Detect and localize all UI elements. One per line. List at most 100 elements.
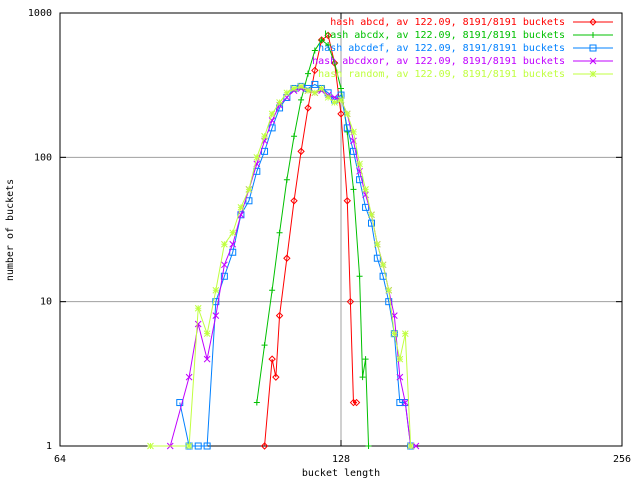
marker-shape (356, 160, 363, 168)
marker-shape (212, 298, 220, 306)
data-point (407, 442, 415, 450)
marker-shape (268, 355, 276, 363)
marker-shape (290, 197, 298, 205)
marker-shape (185, 442, 193, 450)
data-point (359, 374, 366, 381)
data-point (356, 273, 363, 280)
marker-shape (589, 57, 597, 65)
data-point (349, 147, 357, 155)
marker-shape (337, 110, 345, 118)
data-point (212, 298, 220, 306)
data-point (589, 44, 597, 52)
data-point (350, 128, 357, 136)
marker-shape (318, 37, 325, 44)
data-point (276, 99, 283, 106)
plot-frame (59, 12, 623, 447)
marker-shape (590, 32, 596, 38)
data-point (194, 320, 202, 328)
data-point (212, 286, 220, 294)
marker-shape (349, 147, 357, 155)
marker-shape (401, 330, 409, 338)
data-point (305, 70, 312, 77)
marker-shape (331, 94, 338, 101)
data-point (269, 287, 276, 294)
marker-shape (245, 186, 253, 193)
marker-shape (331, 60, 338, 67)
marker-shape (367, 219, 375, 227)
marker-shape (203, 442, 211, 450)
marker-shape (350, 128, 357, 136)
data-point (590, 32, 596, 38)
marker-shape (290, 85, 298, 92)
data-point (194, 304, 202, 312)
marker-shape (311, 89, 319, 97)
data-point (298, 96, 305, 103)
marker-shape (338, 85, 344, 92)
data-point (325, 42, 332, 49)
data-point (304, 87, 312, 94)
marker-shape (589, 70, 597, 78)
series-line (179, 83, 412, 447)
marker-shape (352, 398, 361, 407)
marker-shape (311, 66, 319, 75)
data-point (221, 261, 228, 269)
data-point (356, 160, 363, 168)
data-point (245, 197, 253, 205)
data-point (318, 85, 325, 92)
marker-shape (324, 94, 332, 101)
marker-shape (253, 399, 260, 406)
data-point (261, 132, 268, 140)
marker-shape (147, 442, 154, 450)
marker-shape (203, 355, 211, 363)
marker-shape (396, 399, 404, 407)
marker-shape (237, 211, 245, 219)
data-point (276, 229, 283, 236)
data-point (176, 399, 184, 407)
data-point (324, 94, 332, 101)
data-point (367, 219, 375, 227)
marker-shape (283, 89, 291, 97)
marker-shape (356, 273, 363, 280)
data-point (338, 85, 344, 92)
marker-shape (305, 70, 312, 77)
data-point (194, 442, 202, 450)
data-point (362, 186, 369, 193)
marker-shape (359, 374, 366, 381)
marker-shape (176, 399, 184, 407)
marker-shape (349, 398, 358, 407)
data-point (229, 229, 237, 237)
data-point (589, 57, 597, 65)
data-point (365, 443, 372, 449)
marker-shape (324, 31, 332, 40)
series-line (256, 39, 370, 447)
marker-shape (298, 96, 305, 103)
data-point (412, 442, 420, 450)
marker-shape (356, 176, 364, 184)
marker-shape (589, 44, 597, 52)
data-point (337, 96, 345, 104)
data-point (343, 197, 351, 205)
data-point (401, 330, 409, 338)
marker-shape (325, 42, 332, 49)
marker-shape (291, 133, 298, 140)
data-point (343, 110, 351, 118)
marker-shape (331, 99, 338, 106)
x-tick-label: 128 (332, 454, 350, 465)
marker-shape (260, 442, 269, 450)
series-line (150, 85, 412, 447)
data-point (373, 254, 381, 262)
data-point (589, 18, 597, 26)
marker-shape (396, 373, 404, 381)
legend-label: hash abcdxor, av 122.09, 8191/8191 bucke… (312, 56, 565, 67)
data-point (291, 133, 298, 140)
data-point (283, 176, 290, 183)
marker-shape (229, 229, 237, 237)
marker-shape (253, 153, 261, 161)
data-point (379, 261, 387, 269)
marker-shape (185, 373, 193, 381)
data-point (185, 373, 193, 381)
marker-shape (365, 443, 372, 449)
data-point (245, 186, 253, 193)
marker-shape (261, 132, 268, 140)
